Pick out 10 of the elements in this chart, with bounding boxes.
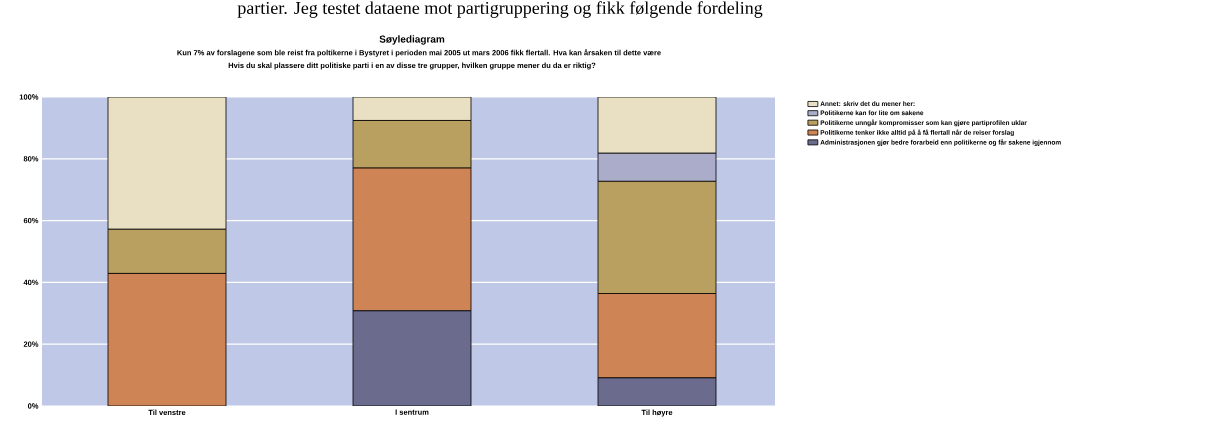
bar xyxy=(352,167,472,312)
bar xyxy=(597,97,717,154)
chart-title: Søylediagram xyxy=(379,35,445,45)
bar xyxy=(107,273,227,406)
bar xyxy=(597,377,717,406)
bar xyxy=(107,97,227,230)
bar xyxy=(352,310,472,406)
bar xyxy=(597,293,717,379)
text: partier. Jeg testet dataene mot partigruppering og fikk følgende fordeling xyxy=(237,1,763,18)
bar xyxy=(352,97,472,121)
